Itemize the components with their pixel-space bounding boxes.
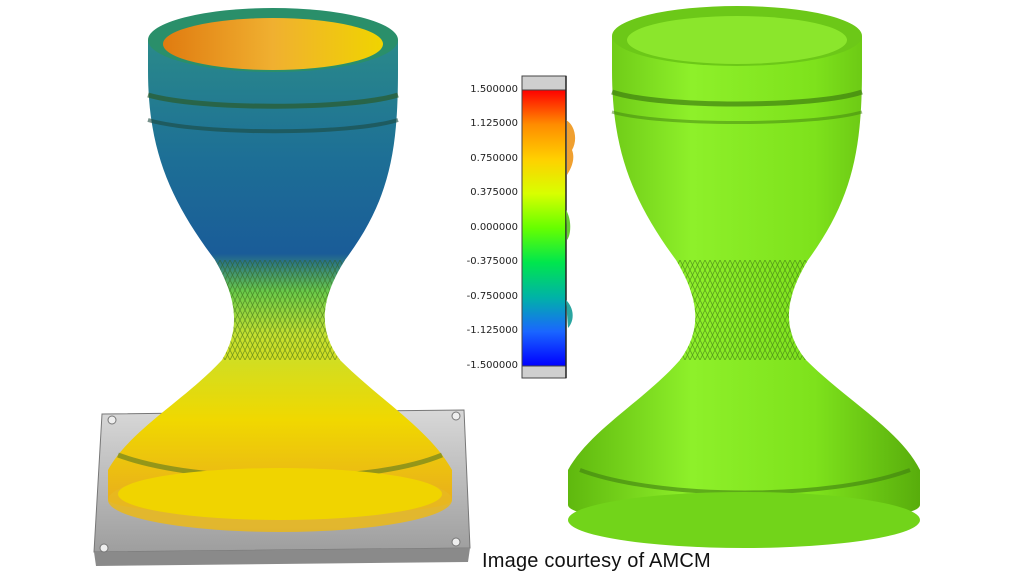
scale-label-9: -1.500000 <box>466 360 518 371</box>
scale-label-5: 0.000000 <box>470 222 518 233</box>
scale-label-4: 0.375000 <box>470 187 518 198</box>
scale-label-8: -1.125000 <box>466 325 518 336</box>
scale-label-6: -0.375000 <box>466 256 518 267</box>
scale-label-3: 0.750000 <box>470 153 518 164</box>
scale-label-7: -0.750000 <box>466 291 518 302</box>
scale-label-2: 1.125000 <box>470 118 518 129</box>
scale-label-1: 1.500000 <box>470 84 518 95</box>
image-credit-caption: Image courtesy of AMCM <box>482 550 711 572</box>
